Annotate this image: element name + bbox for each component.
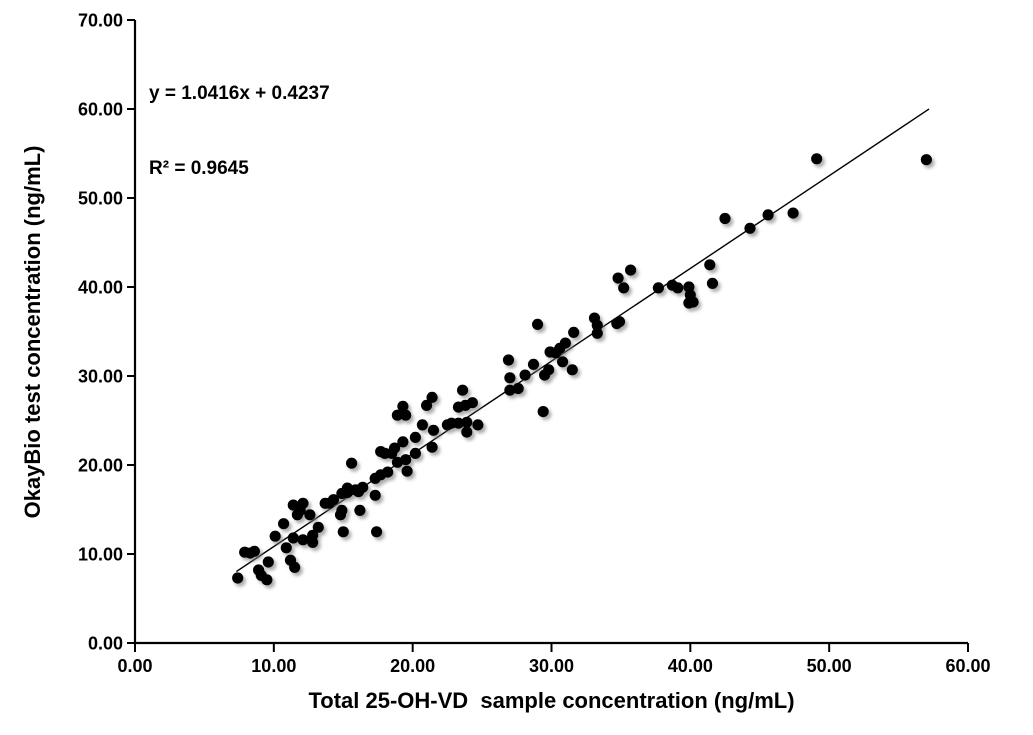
data-point	[248, 545, 260, 557]
trendline	[235, 108, 930, 573]
data-point	[461, 416, 473, 428]
data-point	[811, 153, 823, 165]
data-point	[382, 466, 394, 478]
x-axis-title: Total 25-OH-VD sample concentration (ng/…	[308, 688, 795, 713]
data-point	[719, 212, 731, 225]
x-tick-label: 10.00	[251, 656, 296, 676]
data-point	[297, 534, 309, 546]
data-point	[452, 417, 465, 429]
data-point	[327, 494, 340, 506]
data-point	[687, 296, 699, 308]
data-point	[706, 277, 719, 289]
data-point	[568, 326, 580, 338]
data-point	[369, 489, 381, 501]
data-point	[371, 526, 383, 538]
x-tick-label: 0.00	[117, 656, 152, 676]
data-point	[502, 354, 515, 366]
data-point	[391, 409, 403, 421]
data-point	[346, 457, 358, 469]
data-point	[304, 509, 316, 521]
data-point	[426, 391, 438, 403]
data-point	[354, 504, 366, 516]
data-point	[307, 529, 319, 541]
x-tick-label: 20.00	[390, 656, 435, 676]
trendline-annotation: y = 1.0416x + 0.4237 R² = 0.9645	[149, 31, 330, 231]
data-point	[472, 419, 484, 431]
data-point	[297, 497, 309, 509]
data-point	[618, 282, 630, 294]
data-point	[269, 530, 281, 542]
y-tick-label: 60.00	[78, 100, 123, 120]
data-point	[652, 282, 665, 294]
x-tick-label: 40.00	[668, 656, 713, 676]
data-point	[457, 384, 469, 396]
data-point	[672, 282, 684, 294]
data-point	[543, 364, 555, 376]
data-point	[397, 400, 409, 412]
data-point	[744, 222, 756, 234]
data-point	[409, 431, 421, 443]
y-tick-label: 20.00	[78, 456, 123, 476]
data-point	[389, 442, 401, 454]
data-point	[397, 436, 409, 448]
y-tick-label: 50.00	[78, 189, 123, 209]
data-point	[337, 526, 349, 538]
data-point	[591, 319, 603, 331]
data-point	[261, 574, 273, 586]
data-point	[400, 409, 412, 421]
y-tick-label: 10.00	[78, 545, 123, 565]
data-point	[537, 406, 549, 418]
data-point	[591, 327, 603, 339]
data-point	[426, 441, 438, 453]
data-point	[527, 358, 540, 370]
y-tick-label: 70.00	[78, 11, 123, 31]
data-point	[312, 521, 324, 533]
data-point	[519, 369, 531, 381]
x-tick-label: 30.00	[529, 656, 574, 676]
data-point	[461, 426, 473, 438]
data-point	[427, 424, 440, 436]
data-point	[409, 447, 421, 459]
scatter-series	[232, 153, 933, 586]
y-axis-title: OkayBio test concentration (ng/mL)	[20, 145, 45, 519]
r-squared-text: R² = 0.9645	[149, 158, 249, 179]
data-point	[421, 399, 433, 411]
data-point	[625, 264, 637, 276]
data-point	[278, 518, 290, 530]
data-point	[787, 207, 799, 219]
x-tick-label: 60.00	[945, 656, 990, 676]
data-point	[401, 465, 413, 477]
y-tick-label: 0.00	[88, 634, 123, 654]
data-point	[613, 316, 626, 328]
equation-text: y = 1.0416x + 0.4237	[149, 83, 330, 104]
data-point	[504, 384, 516, 396]
data-point	[287, 532, 299, 544]
data-point	[357, 481, 369, 493]
y-tick-label: 40.00	[78, 278, 123, 298]
data-point	[504, 372, 516, 384]
data-point	[400, 454, 412, 466]
data-point	[280, 542, 292, 554]
data-point	[262, 556, 274, 568]
data-point	[232, 572, 244, 584]
data-point	[466, 397, 478, 409]
data-point	[416, 419, 428, 431]
data-point	[612, 272, 624, 284]
data-point	[532, 318, 544, 330]
y-tick-label: 30.00	[78, 367, 123, 387]
data-point	[289, 561, 301, 574]
data-point	[704, 259, 716, 271]
data-point	[336, 504, 348, 516]
data-point	[762, 209, 774, 221]
data-point	[920, 154, 933, 166]
data-point	[566, 364, 578, 376]
data-point	[557, 356, 569, 368]
x-tick-label: 50.00	[807, 656, 852, 676]
data-point	[512, 382, 524, 395]
data-point	[559, 337, 572, 349]
